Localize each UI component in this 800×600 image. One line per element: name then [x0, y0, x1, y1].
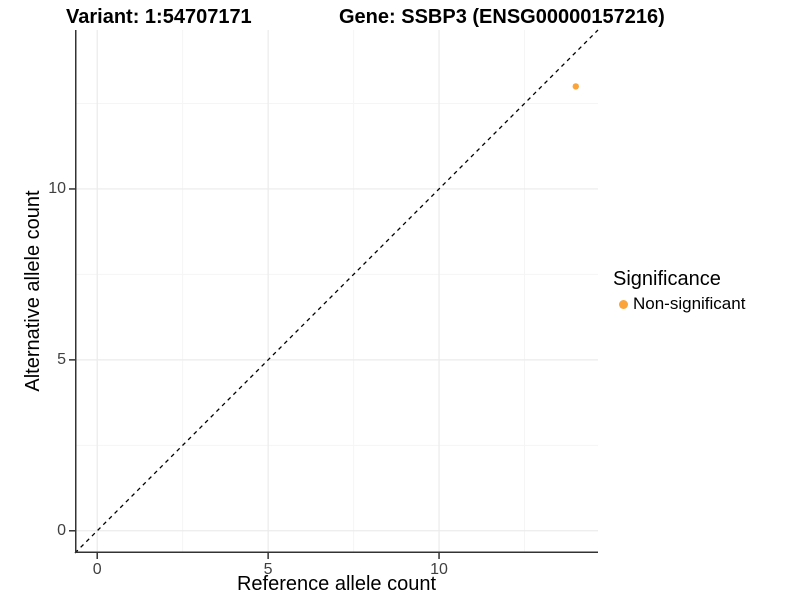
- y-tick-label: 10: [48, 179, 66, 197]
- gene-title: Gene: SSBP3 (ENSG00000157216): [339, 6, 665, 28]
- data-point: [572, 83, 579, 90]
- y-tick-label: 5: [57, 350, 66, 368]
- plot-panel: 0 5 10 0 5 10: [48, 29, 599, 578]
- legend: Significance Non-significant: [613, 267, 745, 315]
- x-tick-label: 5: [263, 561, 273, 578]
- variant-title: Variant: 1:54707171: [66, 6, 252, 28]
- legend-point-icon: [618, 299, 628, 309]
- legend-entry-label: Non-significant: [633, 294, 746, 313]
- x-axis-title: Reference allele count: [236, 573, 436, 595]
- scatter-chart-canvas: [69, 29, 599, 559]
- legend-key: [613, 294, 633, 314]
- legend-entry: Non-significant: [613, 293, 745, 315]
- x-tick-label: 10: [430, 561, 448, 578]
- y-axis-title: Alternative allele count: [22, 190, 44, 392]
- y-tick-label: 0: [57, 521, 66, 539]
- legend-title: Significance: [613, 268, 721, 290]
- legend-entries: Non-significant: [613, 293, 745, 315]
- x-tick-label: 0: [92, 561, 102, 578]
